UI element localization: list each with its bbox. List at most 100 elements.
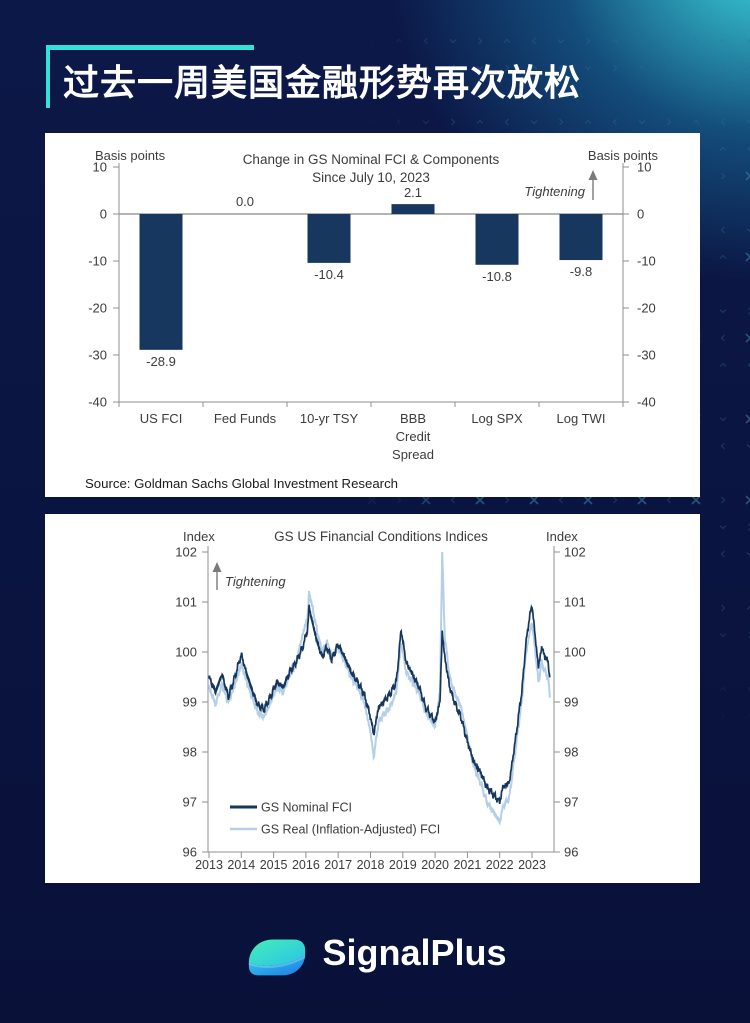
y-tick-label: -40 bbox=[88, 395, 107, 410]
pattern-x-mark bbox=[745, 495, 750, 505]
pattern-chevron-mark bbox=[558, 496, 563, 504]
pattern-chevron-mark bbox=[613, 496, 618, 504]
chevron-glyph bbox=[505, 496, 510, 504]
x-tick-label: 2018 bbox=[357, 858, 385, 872]
chevron-glyph bbox=[450, 496, 455, 504]
pattern-chevron-mark bbox=[721, 496, 726, 504]
pattern-x-mark bbox=[637, 495, 647, 505]
line-chart-panel: Index Index GS US Financial Conditions Ind… bbox=[45, 514, 700, 883]
bar-US FCI bbox=[139, 214, 183, 350]
category-label: Spread bbox=[392, 447, 434, 462]
chevron-glyph bbox=[721, 172, 726, 180]
y-tick-label: 101 bbox=[564, 595, 586, 610]
y-tick-label: -40 bbox=[637, 395, 656, 410]
x-glyph bbox=[691, 495, 701, 505]
x-tick-label: 2013 bbox=[195, 858, 223, 872]
tightening-annotation: Tightening bbox=[225, 574, 286, 589]
bar-value-label: -28.9 bbox=[146, 354, 176, 369]
bar-Log SPX bbox=[475, 214, 519, 265]
tightening-arrowhead bbox=[588, 170, 598, 180]
y-tick-label: 99 bbox=[183, 695, 197, 710]
x-glyph bbox=[367, 495, 377, 505]
bar-10-yr TSY bbox=[307, 214, 351, 263]
x-tick-label: 2023 bbox=[518, 858, 546, 872]
y-tick-label: 96 bbox=[183, 845, 197, 860]
x-glyph bbox=[583, 495, 593, 505]
chart-subtitle: Since July 10, 2023 bbox=[312, 170, 430, 185]
chevron-glyph bbox=[719, 254, 727, 259]
x-tick-label: 2019 bbox=[389, 858, 417, 872]
y-tick-label: -10 bbox=[637, 254, 656, 269]
chevron-glyph bbox=[397, 496, 402, 504]
y-tick-label: 102 bbox=[175, 545, 197, 560]
y-tick-label: 101 bbox=[175, 595, 197, 610]
pattern-chevron-mark bbox=[719, 417, 727, 422]
brand-name: SignalPlus bbox=[322, 932, 507, 973]
left-axis-title: Index bbox=[183, 529, 215, 544]
x-glyph bbox=[421, 495, 431, 505]
chevron-glyph bbox=[721, 712, 726, 720]
chart-title: GS US Financial Conditions Indices bbox=[274, 529, 488, 544]
chevron-glyph bbox=[720, 442, 725, 450]
x-tick-label: 2016 bbox=[292, 858, 320, 872]
pattern-chevron-mark bbox=[721, 712, 726, 720]
y-tick-label: -20 bbox=[637, 301, 656, 316]
left-axis-title: Basis points bbox=[95, 148, 166, 163]
pattern-x-mark bbox=[421, 495, 431, 505]
bar-value-label: -10.4 bbox=[314, 267, 344, 282]
line-chart: Index Index GS US Financial Conditions Ind… bbox=[175, 529, 586, 872]
bar-value-label: 0.0 bbox=[236, 194, 254, 209]
y-tick-label: 100 bbox=[564, 645, 586, 660]
x-glyph bbox=[745, 495, 750, 505]
y-tick-label: 99 bbox=[564, 695, 578, 710]
pattern-chevron-mark bbox=[719, 254, 727, 259]
right-axis-title: Index bbox=[546, 529, 578, 544]
pattern-chevron-mark bbox=[719, 309, 727, 314]
chevron-glyph bbox=[721, 604, 726, 612]
pattern-x-mark bbox=[475, 495, 485, 505]
title-bracket-decoration bbox=[46, 45, 254, 108]
y-tick-label: 10 bbox=[637, 160, 651, 175]
pattern-x-mark bbox=[745, 171, 750, 181]
chevron-glyph bbox=[719, 686, 727, 691]
bar-value-label: -10.8 bbox=[482, 269, 512, 284]
x-glyph bbox=[745, 171, 750, 181]
x-glyph bbox=[475, 495, 485, 505]
chevron-glyph bbox=[719, 309, 727, 314]
category-label: Log SPX bbox=[471, 411, 523, 426]
pattern-chevron-mark bbox=[397, 496, 402, 504]
chevron-glyph bbox=[720, 226, 725, 234]
bar-value-label: 2.1 bbox=[404, 185, 422, 200]
pattern-chevron-mark bbox=[666, 496, 671, 504]
chart-title: Change in GS Nominal FCI & Components bbox=[243, 152, 500, 167]
pattern-chevron-mark bbox=[450, 496, 455, 504]
x-glyph bbox=[745, 252, 750, 262]
y-tick-label: 102 bbox=[564, 545, 586, 560]
legend-label: GS Real (Inflation-Adjusted) FCI bbox=[261, 823, 440, 837]
category-label: BBB bbox=[400, 411, 426, 426]
y-tick-label: 98 bbox=[564, 745, 578, 760]
y-tick-label: -20 bbox=[88, 301, 107, 316]
pattern-x-mark bbox=[691, 495, 701, 505]
category-label: Fed Funds bbox=[214, 411, 277, 426]
chevron-glyph bbox=[719, 633, 727, 638]
source-note: Source: Goldman Sachs Global Investment … bbox=[85, 476, 398, 491]
pattern-chevron-mark bbox=[720, 550, 725, 558]
chevron-glyph bbox=[613, 496, 618, 504]
chevron-glyph bbox=[558, 496, 563, 504]
y-tick-label: 96 bbox=[564, 845, 578, 860]
pattern-chevron-mark bbox=[720, 226, 725, 234]
pattern-x-mark bbox=[745, 333, 750, 343]
x-tick-label: 2015 bbox=[260, 858, 288, 872]
bar-BBB Credit Spread bbox=[391, 204, 435, 214]
page-title: 过去一周美国金融形势再次放松 bbox=[63, 62, 582, 103]
pattern-chevron-mark bbox=[719, 686, 727, 691]
pattern-chevron-mark bbox=[719, 146, 727, 151]
x-glyph bbox=[529, 495, 539, 505]
signalplus-logo-icon bbox=[249, 939, 306, 976]
y-tick-label: 98 bbox=[183, 745, 197, 760]
x-tick-label: 2020 bbox=[421, 858, 449, 872]
x-glyph bbox=[745, 333, 750, 343]
bar-value-label: -9.8 bbox=[570, 264, 592, 279]
